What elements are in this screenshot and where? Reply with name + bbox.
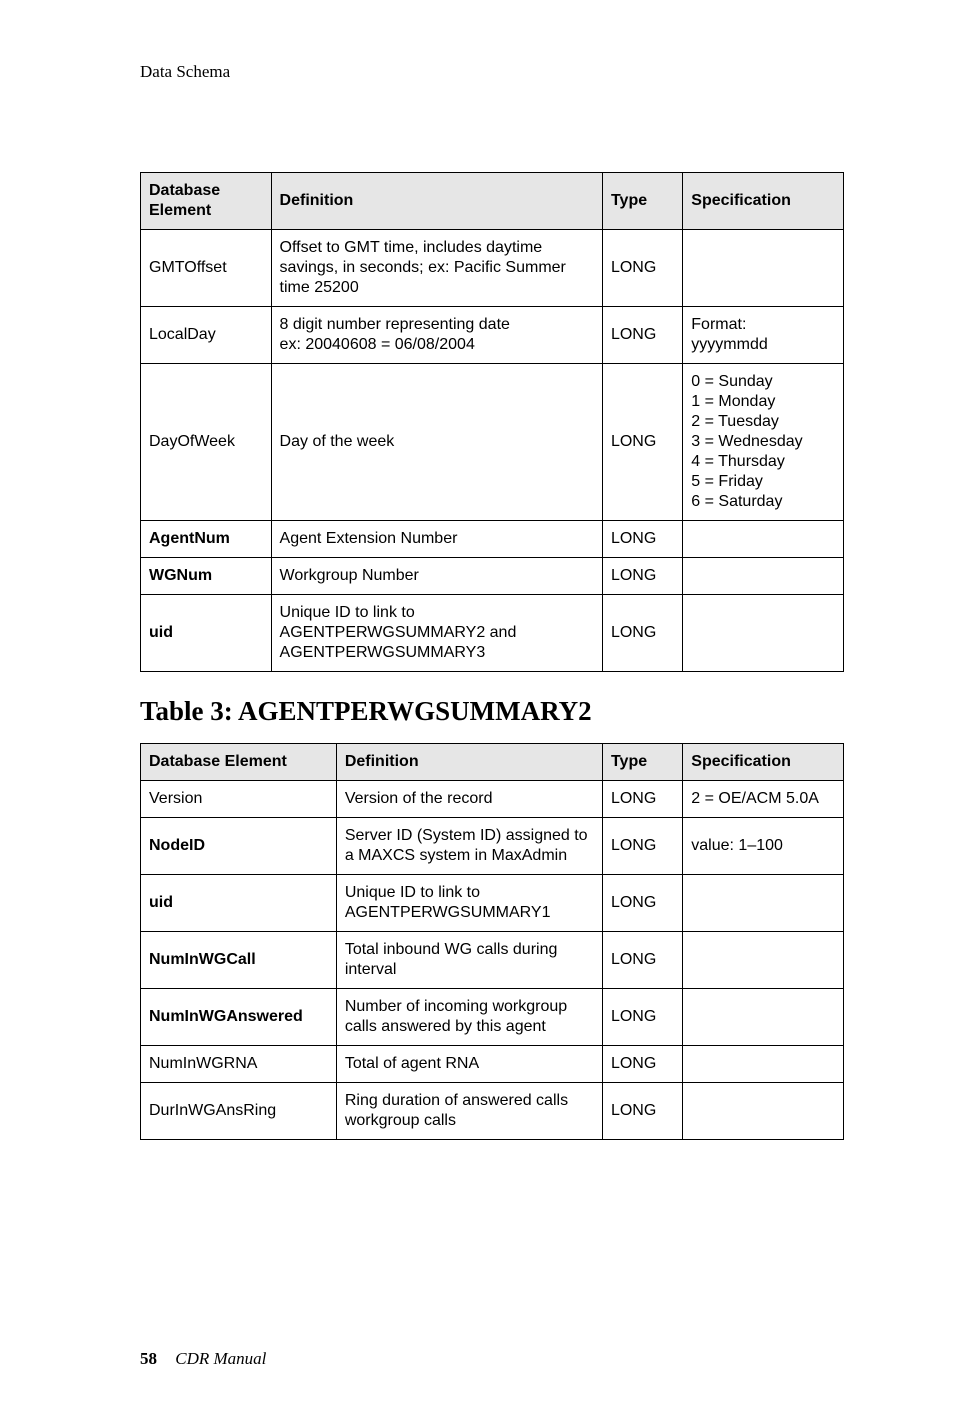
col-database-element: Database Element [141,744,337,781]
cell-specification [683,1083,844,1140]
table-agentperwgsummary1-cont: Database Element Definition Type Specifi… [140,172,844,672]
table-header-row: Database Element Definition Type Specifi… [141,173,844,230]
cell-type: LONG [602,781,682,818]
cell-element: NumInWGCall [141,932,337,989]
table-row: NumInWGAnsweredNumber of incoming workgr… [141,989,844,1046]
cell-specification [683,989,844,1046]
cell-element: uid [141,595,272,672]
cell-element: DurInWGAnsRing [141,1083,337,1140]
cell-definition: Day of the week [271,364,602,521]
table-row: DurInWGAnsRingRing duration of answered … [141,1083,844,1140]
table-row: VersionVersion of the recordLONG2 = OE/A… [141,781,844,818]
cell-specification: 2 = OE/ACM 5.0A [683,781,844,818]
cell-type: LONG [602,818,682,875]
page: Data Schema Database Element Definition … [0,0,954,1411]
cell-definition: Workgroup Number [271,558,602,595]
table-row: NumInWGCallTotal inbound WG calls during… [141,932,844,989]
cell-element: AgentNum [141,521,272,558]
table-row: uidUnique ID to link to AGENTPERWGSUMMAR… [141,875,844,932]
cell-specification [683,558,844,595]
cell-element: WGNum [141,558,272,595]
cell-definition: Server ID (System ID) assigned to a MAXC… [336,818,602,875]
cell-definition: Version of the record [336,781,602,818]
cell-definition: Total of agent RNA [336,1046,602,1083]
cell-element: NumInWGRNA [141,1046,337,1083]
cell-type: LONG [602,230,682,307]
col-specification: Specification [683,173,844,230]
cell-element: GMTOffset [141,230,272,307]
cell-type: LONG [602,932,682,989]
cell-specification [683,1046,844,1083]
page-number: 58 [140,1349,157,1368]
table-header-row: Database Element Definition Type Specifi… [141,744,844,781]
cell-definition: Number of incoming workgroup calls answe… [336,989,602,1046]
cell-type: LONG [602,521,682,558]
col-database-element: Database Element [141,173,272,230]
cell-type: LONG [602,558,682,595]
col-definition: Definition [336,744,602,781]
table-body: VersionVersion of the recordLONG2 = OE/A… [141,781,844,1140]
cell-element: NodeID [141,818,337,875]
cell-specification [683,521,844,558]
table-row: AgentNumAgent Extension NumberLONG [141,521,844,558]
running-head: Data Schema [140,62,844,82]
table-row: NumInWGRNATotal of agent RNALONG [141,1046,844,1083]
cell-type: LONG [602,595,682,672]
manual-title: CDR Manual [175,1349,266,1368]
cell-type: LONG [602,1046,682,1083]
table-row: uidUnique ID to link to AGENTPERWGSUMMAR… [141,595,844,672]
cell-specification [683,595,844,672]
col-type: Type [602,744,682,781]
col-specification: Specification [683,744,844,781]
cell-specification [683,230,844,307]
cell-definition: Total inbound WG calls during interval [336,932,602,989]
page-footer: 58 CDR Manual [140,1349,266,1369]
table-row: NodeIDServer ID (System ID) assigned to … [141,818,844,875]
cell-definition: Unique ID to link to AGENTPERWGSUMMARY1 [336,875,602,932]
cell-element: uid [141,875,337,932]
cell-element: NumInWGAnswered [141,989,337,1046]
cell-type: LONG [602,307,682,364]
table-row: WGNumWorkgroup NumberLONG [141,558,844,595]
cell-definition: Ring duration of answered calls workgrou… [336,1083,602,1140]
cell-definition: Agent Extension Number [271,521,602,558]
cell-specification: Format:yyyymmdd [683,307,844,364]
cell-element: DayOfWeek [141,364,272,521]
cell-type: LONG [602,364,682,521]
table-agentperwgsummary2: Database Element Definition Type Specifi… [140,743,844,1140]
table-row: GMTOffsetOffset to GMT time, includes da… [141,230,844,307]
table-row: DayOfWeekDay of the weekLONG0 = Sunday1 … [141,364,844,521]
cell-type: LONG [602,875,682,932]
cell-definition: 8 digit number representing dateex: 2004… [271,307,602,364]
cell-specification: value: 1–100 [683,818,844,875]
cell-element: LocalDay [141,307,272,364]
col-type: Type [602,173,682,230]
cell-type: LONG [602,989,682,1046]
cell-specification [683,875,844,932]
cell-specification [683,932,844,989]
table-row: LocalDay8 digit number representing date… [141,307,844,364]
cell-specification: 0 = Sunday1 = Monday2 = Tuesday3 = Wedne… [683,364,844,521]
section-title: Table 3: AGENTPERWGSUMMARY2 [140,696,844,727]
cell-element: Version [141,781,337,818]
cell-type: LONG [602,1083,682,1140]
col-definition: Definition [271,173,602,230]
cell-definition: Offset to GMT time, includes daytime sav… [271,230,602,307]
cell-definition: Unique ID to link to AGENTPERWGSUMMARY2 … [271,595,602,672]
table-body: GMTOffsetOffset to GMT time, includes da… [141,230,844,672]
